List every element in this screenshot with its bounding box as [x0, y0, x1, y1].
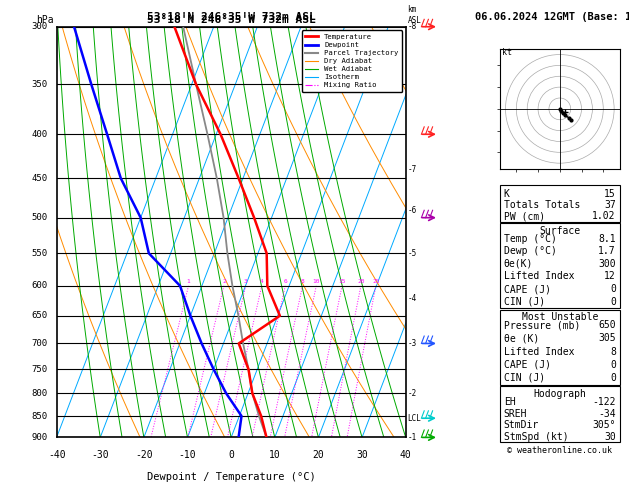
Text: 30: 30: [604, 432, 616, 442]
Text: 0: 0: [610, 296, 616, 307]
Text: 0: 0: [610, 373, 616, 383]
Text: -4: -4: [408, 294, 416, 303]
Text: 0: 0: [610, 360, 616, 370]
Text: 8: 8: [610, 347, 616, 357]
Text: 0: 0: [610, 284, 616, 294]
Text: Dewpoint / Temperature (°C): Dewpoint / Temperature (°C): [147, 472, 316, 482]
Text: 20: 20: [357, 279, 365, 284]
Text: CAPE (J): CAPE (J): [504, 360, 551, 370]
Text: EH: EH: [504, 397, 516, 407]
Text: 900: 900: [31, 433, 48, 442]
Text: SREH: SREH: [504, 409, 527, 418]
Text: 10: 10: [269, 450, 281, 460]
Text: -34: -34: [598, 409, 616, 418]
Text: StmDir: StmDir: [504, 420, 539, 430]
Text: Pressure (mb): Pressure (mb): [504, 320, 580, 330]
Text: 15: 15: [604, 189, 616, 199]
Text: © weatheronline.co.uk: © weatheronline.co.uk: [508, 446, 612, 455]
Text: 4: 4: [260, 279, 264, 284]
Text: 06.06.2024 12GMT (Base: 12): 06.06.2024 12GMT (Base: 12): [476, 12, 629, 22]
Text: -10: -10: [179, 450, 196, 460]
Text: CIN (J): CIN (J): [504, 373, 545, 383]
Text: 650: 650: [31, 311, 48, 320]
Text: 305: 305: [598, 333, 616, 344]
Text: 0: 0: [228, 450, 234, 460]
Text: 300: 300: [31, 22, 48, 31]
Text: Totals Totals: Totals Totals: [504, 200, 580, 210]
Text: 1: 1: [187, 279, 191, 284]
Text: PW (cm): PW (cm): [504, 211, 545, 221]
Text: 400: 400: [31, 130, 48, 139]
Text: K: K: [504, 189, 509, 199]
Text: -40: -40: [48, 450, 65, 460]
Text: 300: 300: [598, 259, 616, 269]
Text: CAPE (J): CAPE (J): [504, 284, 551, 294]
Text: Hodograph: Hodograph: [533, 389, 586, 399]
Text: 750: 750: [31, 365, 48, 374]
Text: StmSpd (kt): StmSpd (kt): [504, 432, 569, 442]
Text: θe (K): θe (K): [504, 333, 539, 344]
Text: 1.7: 1.7: [598, 246, 616, 257]
Text: 8: 8: [301, 279, 304, 284]
Text: 3: 3: [244, 279, 248, 284]
Text: 350: 350: [31, 80, 48, 89]
Text: 850: 850: [31, 412, 48, 420]
Text: 53°18'N 246°35'W 732m ASL: 53°18'N 246°35'W 732m ASL: [147, 15, 316, 25]
Text: LCL: LCL: [408, 414, 421, 423]
Text: kt: kt: [502, 48, 512, 56]
Text: 6: 6: [284, 279, 287, 284]
Text: 2: 2: [222, 279, 226, 284]
Text: Lifted Index: Lifted Index: [504, 272, 574, 281]
Text: -30: -30: [91, 450, 109, 460]
Text: Dewp (°C): Dewp (°C): [504, 246, 557, 257]
Text: -3: -3: [408, 339, 416, 348]
Text: hPa: hPa: [36, 15, 53, 25]
Text: 700: 700: [31, 339, 48, 348]
Text: 1.02: 1.02: [593, 211, 616, 221]
Text: Most Unstable: Most Unstable: [521, 312, 598, 322]
Text: 550: 550: [31, 249, 48, 258]
Text: 450: 450: [31, 174, 48, 183]
Text: 30: 30: [356, 450, 368, 460]
Text: km
ASL: km ASL: [408, 5, 421, 25]
Text: 500: 500: [31, 213, 48, 222]
Text: 305°: 305°: [593, 420, 616, 430]
Text: -8: -8: [408, 22, 416, 31]
Text: 10: 10: [313, 279, 320, 284]
Text: 25: 25: [372, 279, 379, 284]
Text: -2: -2: [408, 389, 416, 398]
Legend: Temperature, Dewpoint, Parcel Trajectory, Dry Adiabat, Wet Adiabat, Isotherm, Mi: Temperature, Dewpoint, Parcel Trajectory…: [302, 30, 402, 92]
Text: 600: 600: [31, 281, 48, 290]
Text: θe(K): θe(K): [504, 259, 533, 269]
Text: 12: 12: [604, 272, 616, 281]
Text: -122: -122: [593, 397, 616, 407]
Text: 37: 37: [604, 200, 616, 210]
Text: 40: 40: [400, 450, 411, 460]
Text: Surface: Surface: [539, 226, 581, 236]
Text: 650: 650: [598, 320, 616, 330]
Text: -7: -7: [408, 165, 416, 174]
Text: 20: 20: [313, 450, 325, 460]
Text: -5: -5: [408, 249, 416, 258]
Text: -20: -20: [135, 450, 153, 460]
Text: 53°18'N 246°35'W 732m ASL: 53°18'N 246°35'W 732m ASL: [147, 12, 316, 22]
Text: Temp (°C): Temp (°C): [504, 234, 557, 244]
Text: 800: 800: [31, 389, 48, 398]
Text: 15: 15: [338, 279, 346, 284]
Text: 8.1: 8.1: [598, 234, 616, 244]
Text: -6: -6: [408, 206, 416, 215]
Text: Lifted Index: Lifted Index: [504, 347, 574, 357]
Text: CIN (J): CIN (J): [504, 296, 545, 307]
Text: -1: -1: [408, 433, 416, 442]
